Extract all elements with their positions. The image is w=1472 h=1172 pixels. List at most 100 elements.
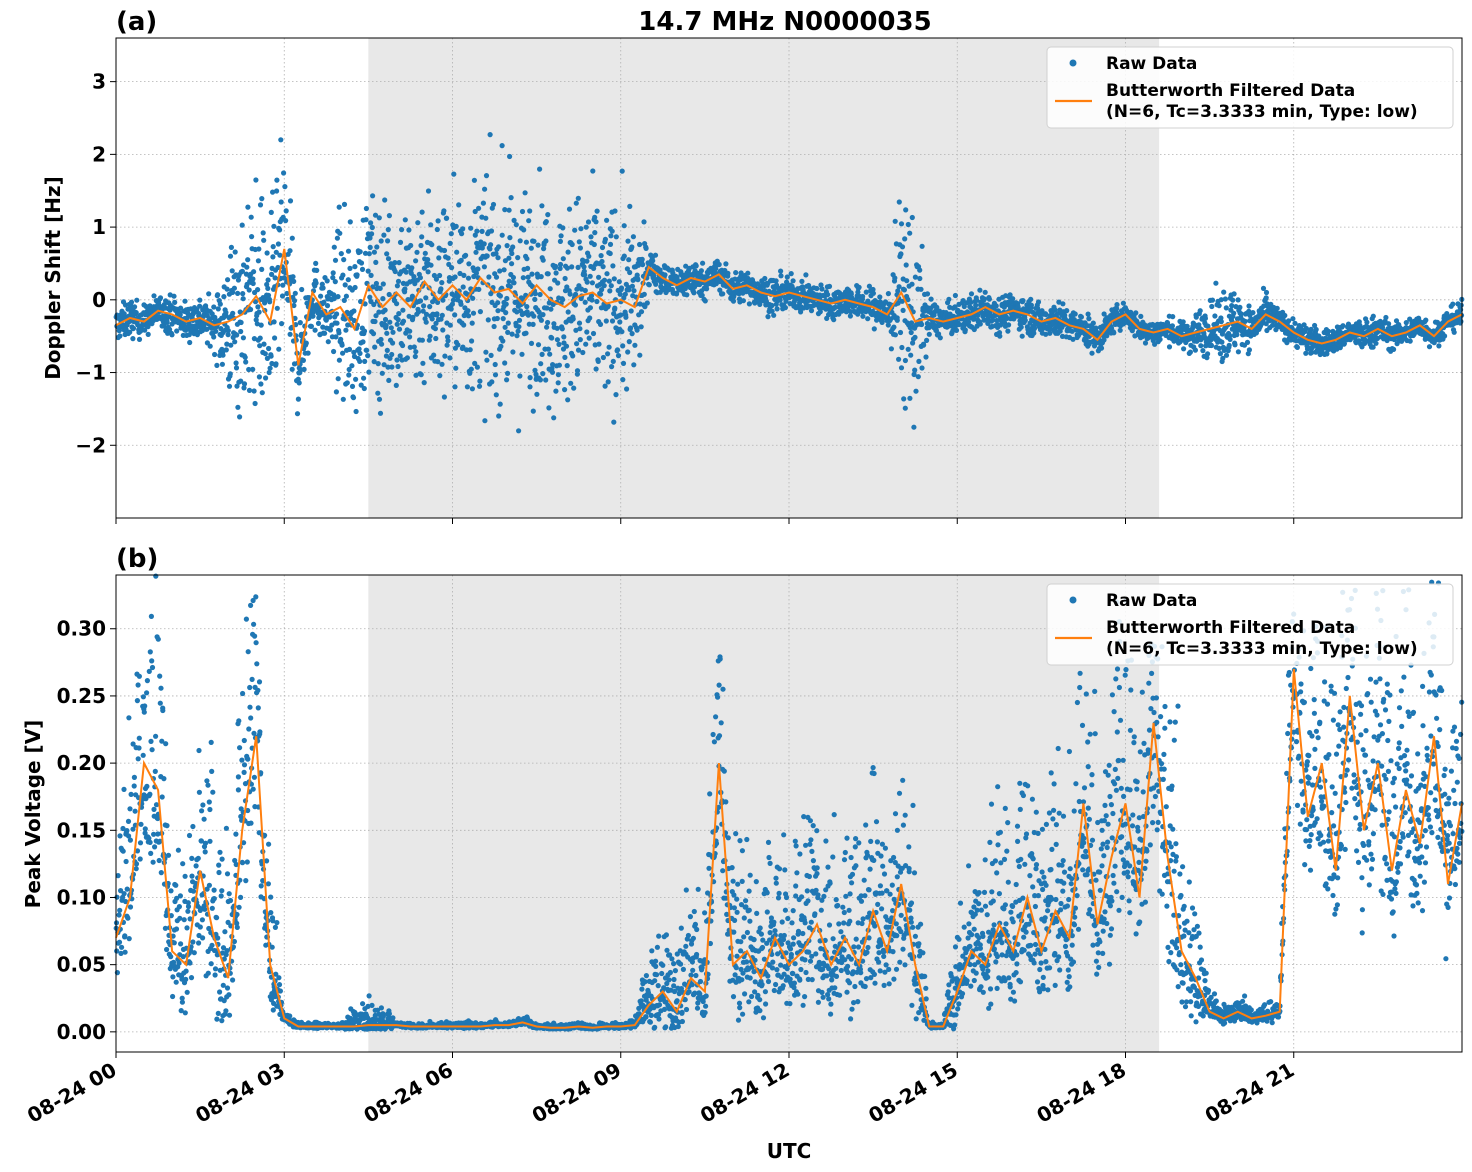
raw-data-point	[529, 271, 535, 277]
raw-data-point	[614, 347, 621, 353]
raw-data-point	[901, 287, 908, 293]
raw-data-point	[244, 859, 250, 865]
raw-data-point	[426, 337, 432, 343]
raw-data-point	[122, 933, 128, 939]
raw-data-point	[435, 359, 441, 365]
raw-data-point	[274, 188, 280, 194]
raw-data-point	[117, 907, 123, 913]
raw-data-point	[511, 280, 517, 286]
panel-b-shaded-span	[368, 575, 1160, 1052]
raw-data-point	[1209, 297, 1216, 303]
raw-data-point	[239, 757, 245, 763]
panel-b: (b) 0.000.050.100.150.200.250.30 08-24 0…	[21, 544, 1465, 1128]
raw-data-point	[239, 222, 245, 228]
raw-data-point	[482, 418, 488, 424]
raw-data-point	[224, 985, 231, 991]
raw-data-point	[175, 847, 181, 853]
raw-data-point	[1085, 311, 1091, 317]
raw-data-point	[165, 852, 172, 858]
raw-data-point	[241, 769, 247, 776]
raw-data-point	[182, 873, 188, 879]
raw-data-point	[489, 379, 495, 385]
raw-data-point	[968, 291, 975, 297]
raw-data-point	[331, 244, 337, 250]
raw-data-point	[438, 286, 444, 292]
raw-data-point	[516, 317, 523, 323]
raw-data-point	[799, 278, 805, 284]
raw-data-point	[1231, 291, 1237, 297]
raw-data-point	[379, 341, 385, 347]
raw-data-point	[449, 301, 455, 307]
raw-data-point	[334, 320, 340, 326]
raw-data-point	[916, 358, 922, 364]
raw-data-point	[141, 709, 147, 715]
raw-data-point	[381, 362, 387, 368]
raw-data-point	[144, 690, 150, 696]
raw-data-point	[331, 296, 337, 302]
raw-data-point	[370, 331, 377, 337]
raw-data-point	[904, 278, 910, 284]
raw-data-point	[399, 227, 405, 233]
raw-data-point	[264, 281, 270, 288]
raw-data-point	[390, 329, 396, 335]
raw-data-point	[525, 274, 531, 280]
raw-data-point	[269, 271, 275, 277]
raw-data-point	[924, 337, 930, 343]
raw-data-point	[803, 272, 809, 278]
raw-data-point	[218, 893, 224, 899]
raw-data-point	[252, 633, 258, 639]
raw-data-point	[586, 335, 592, 341]
raw-data-point	[287, 248, 293, 254]
raw-data-point	[505, 329, 511, 335]
raw-data-point	[973, 302, 979, 308]
raw-data-point	[1274, 305, 1280, 311]
raw-data-point	[1218, 319, 1224, 325]
raw-data-point	[698, 268, 705, 274]
raw-data-point	[182, 1010, 188, 1016]
raw-data-point	[427, 304, 433, 310]
raw-data-point	[543, 219, 549, 225]
raw-data-point	[618, 285, 625, 291]
raw-data-point	[271, 319, 277, 325]
raw-data-point	[1117, 327, 1123, 333]
raw-data-point	[891, 324, 897, 330]
raw-data-point	[394, 283, 400, 289]
raw-data-point	[607, 250, 613, 257]
raw-data-point	[157, 673, 163, 679]
raw-data-point	[226, 992, 232, 998]
raw-data-point	[196, 940, 202, 946]
raw-data-point	[1005, 328, 1011, 334]
raw-data-point	[465, 275, 472, 281]
raw-data-point	[248, 820, 254, 826]
raw-data-point	[1093, 325, 1099, 331]
raw-data-point	[631, 362, 637, 368]
raw-data-point	[205, 782, 211, 788]
raw-data-point	[367, 235, 373, 241]
raw-data-point	[543, 377, 549, 383]
raw-data-point	[191, 950, 197, 956]
raw-data-point	[626, 257, 632, 263]
raw-data-point	[202, 840, 209, 846]
raw-data-point	[251, 774, 257, 780]
raw-data-point	[560, 256, 566, 262]
raw-data-point	[1231, 310, 1237, 316]
raw-data-point	[358, 382, 364, 388]
raw-data-point	[413, 258, 419, 264]
raw-data-point	[324, 303, 331, 309]
raw-data-point	[919, 365, 925, 371]
raw-data-point	[437, 373, 443, 379]
raw-data-point	[264, 250, 270, 256]
raw-data-point	[574, 341, 580, 347]
raw-data-point	[325, 339, 331, 345]
raw-data-point	[1222, 296, 1228, 302]
panel-a-x-ticks	[115, 518, 1295, 524]
raw-data-point	[246, 366, 252, 373]
raw-data-point	[371, 359, 377, 365]
raw-data-point	[225, 328, 231, 334]
raw-data-point	[1313, 326, 1319, 333]
raw-data-point	[337, 230, 343, 236]
raw-data-point	[917, 275, 923, 282]
raw-data-point	[248, 602, 254, 609]
raw-data-point	[596, 341, 602, 347]
raw-data-point	[134, 698, 140, 704]
